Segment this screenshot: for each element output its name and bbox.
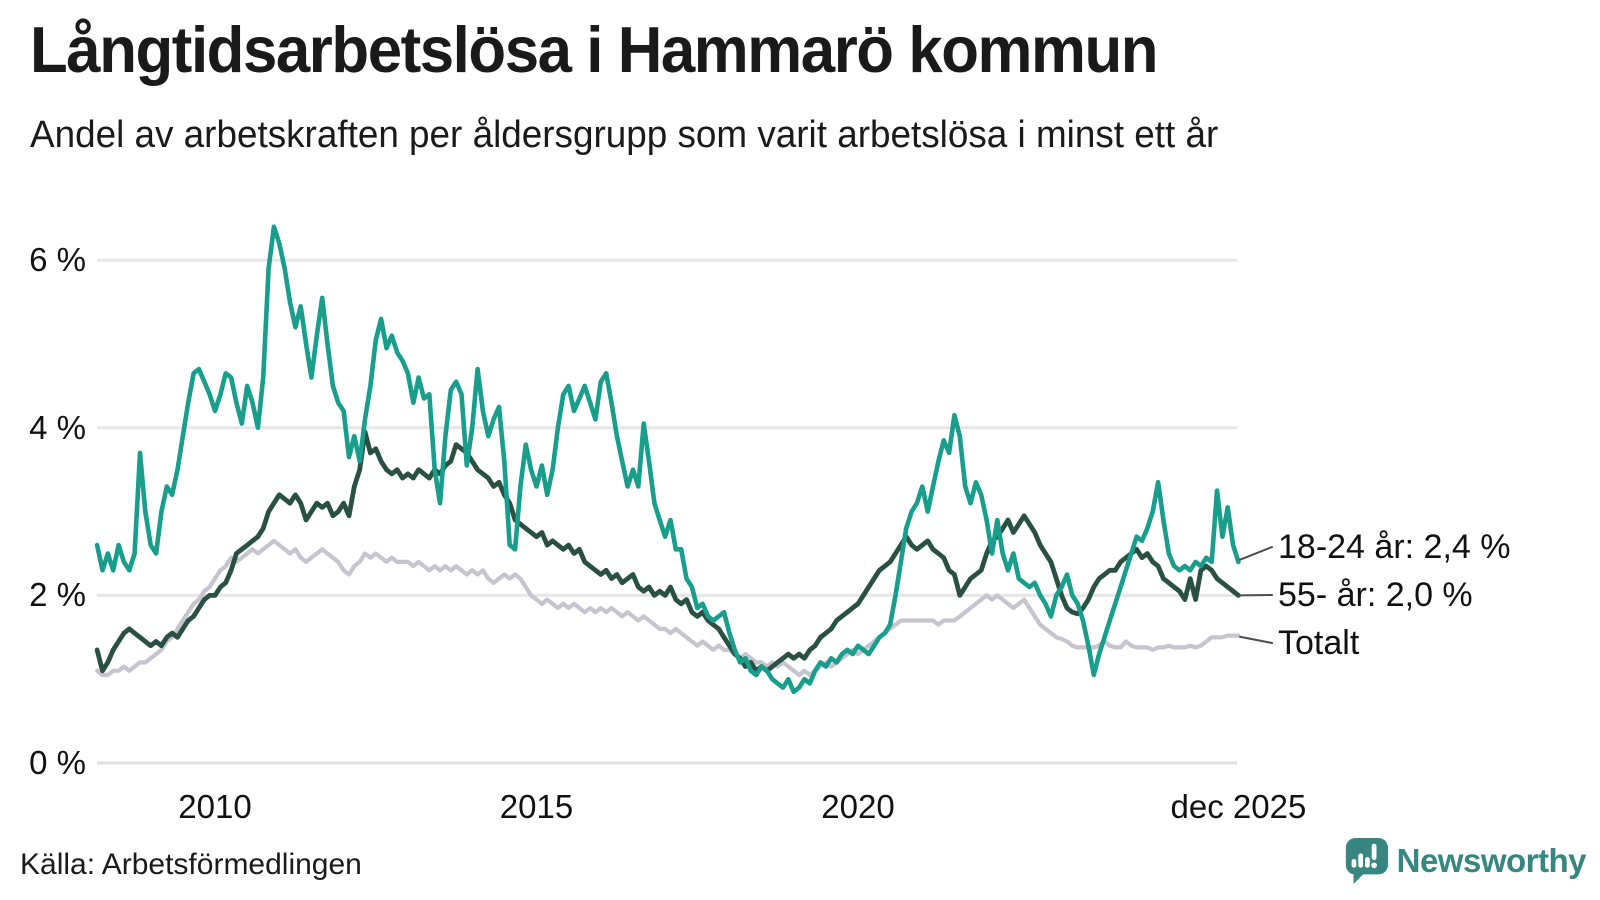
newsworthy-icon	[1345, 838, 1388, 884]
label-connector	[1239, 546, 1273, 561]
x-axis-tick-label: 2015	[499, 788, 574, 825]
series-end-label-18-24: 18-24 år: 2,4 %	[1278, 528, 1511, 566]
y-axis-tick-label: 0 %	[29, 744, 86, 781]
x-axis-tick-label: 2020	[821, 788, 895, 825]
y-axis-tick-label: 4 %	[29, 408, 86, 446]
page-subtitle: Andel av arbetskraften per åldersgrupp s…	[30, 114, 1219, 156]
series-line-18-24-r	[94, 224, 1241, 695]
label-connector	[1239, 635, 1273, 644]
x-axis-tick-label: 2010	[178, 788, 252, 825]
page-title: Långtidsarbetslösa i Hammarö kommun	[30, 13, 1159, 86]
x-axis-tick-label: dec 2025	[1170, 788, 1307, 825]
source-text: Källa: Arbetsförmedlingen	[20, 848, 362, 881]
newsworthy-wordmark: Newsworthy	[1396, 842, 1587, 879]
series-line-totalt	[94, 538, 1241, 678]
y-axis-tick-label: 6 %	[29, 241, 86, 279]
series-end-label-total: Totalt	[1278, 624, 1360, 662]
newsworthy-logo: Newsworthy	[1342, 836, 1587, 886]
y-axis-tick-label: 2 %	[29, 576, 86, 614]
series-line-55-r	[94, 429, 1241, 674]
series-end-label-55: 55- år: 2,0 %	[1278, 576, 1473, 614]
